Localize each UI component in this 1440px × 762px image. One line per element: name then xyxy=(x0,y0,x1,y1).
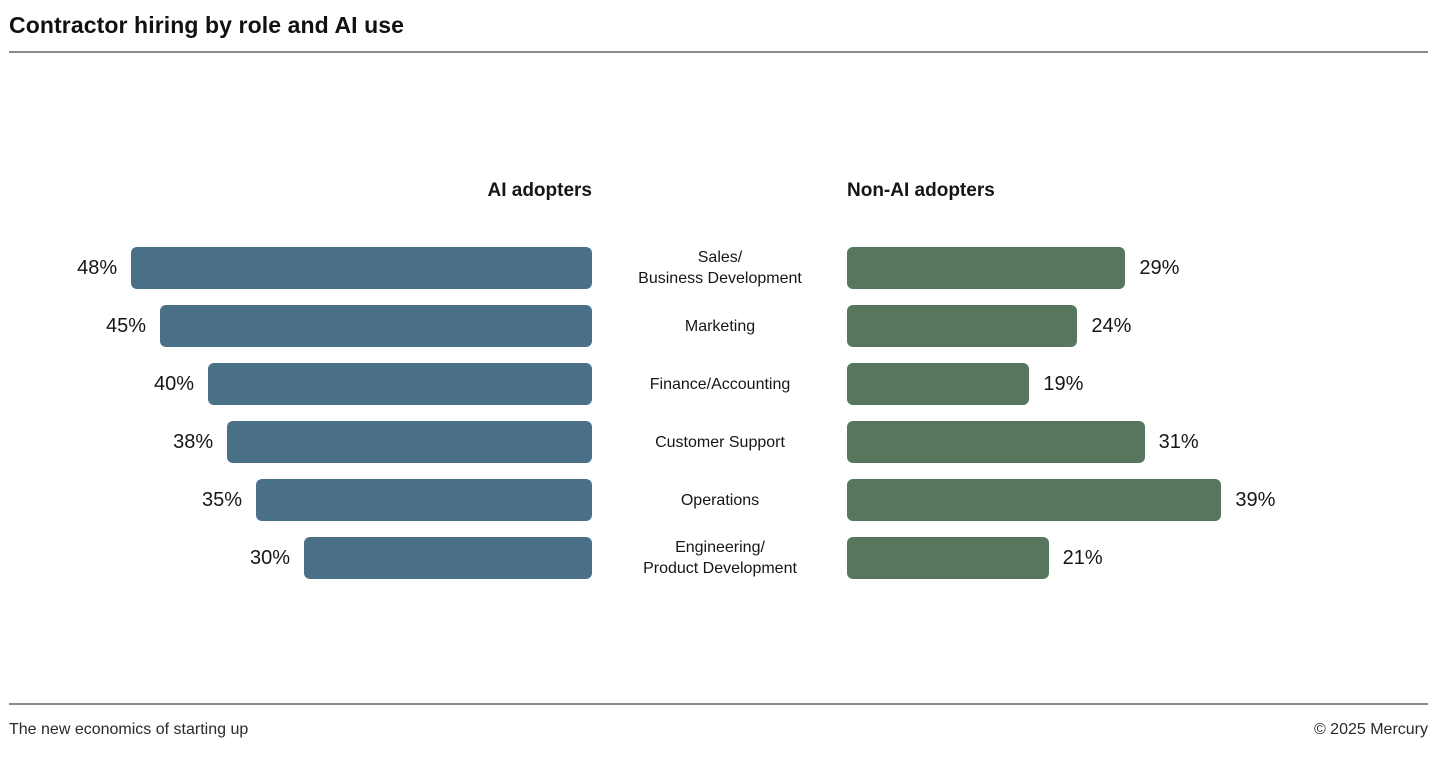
ai-bar-group: 45% xyxy=(0,305,592,347)
ai-value-label: 45% xyxy=(105,314,146,337)
chart-row: 40% Finance/Accounting 19% xyxy=(0,363,1440,405)
ai-bar-group: 30% xyxy=(0,537,592,579)
chart-row: 30% Engineering/ Product Development 21% xyxy=(0,537,1440,579)
top-divider xyxy=(9,51,1428,53)
chart-rows: 48% Sales/ Business Development 29% 45% … xyxy=(0,247,1440,595)
row-category-label: Finance/Accounting xyxy=(649,375,791,393)
bottom-divider xyxy=(9,703,1428,705)
non-ai-bar xyxy=(847,537,1049,579)
ai-bar xyxy=(208,363,592,405)
ai-bar xyxy=(256,479,592,521)
ai-bar-group: 48% xyxy=(0,247,592,289)
non-ai-bar-group: 24% xyxy=(847,305,1440,347)
ai-bar-group: 35% xyxy=(0,479,592,521)
row-category-label: Sales/ Business Development xyxy=(638,249,802,287)
non-ai-bar xyxy=(847,479,1222,521)
row-category-label: Engineering/ Product Development xyxy=(643,539,797,577)
ai-value-label: 30% xyxy=(249,546,290,569)
non-ai-bar-group: 31% xyxy=(847,421,1440,463)
non-ai-value-label: 19% xyxy=(1043,372,1084,395)
non-ai-bar-group: 19% xyxy=(847,363,1440,405)
ai-bar-group: 38% xyxy=(0,421,592,463)
non-ai-value-label: 29% xyxy=(1139,256,1180,279)
footer-caption: The new economics of starting up xyxy=(9,721,249,738)
non-ai-value-label: 31% xyxy=(1158,430,1199,453)
footer-copyright: © 2025 Mercury xyxy=(1313,721,1428,738)
column-header-non-ai-adopters: Non-AI adopters xyxy=(847,180,995,201)
column-header-ai-adopters: AI adopters xyxy=(487,180,592,201)
non-ai-value-label: 24% xyxy=(1091,314,1132,337)
ai-value-label: 38% xyxy=(173,430,214,453)
non-ai-bar-group: 39% xyxy=(847,479,1440,521)
non-ai-bar xyxy=(847,247,1126,289)
chart-row: 35% Operations 39% xyxy=(0,479,1440,521)
non-ai-bar xyxy=(847,305,1078,347)
chart-row: 38% Customer Support 31% xyxy=(0,421,1440,463)
chart-row: 48% Sales/ Business Development 29% xyxy=(0,247,1440,289)
non-ai-value-label: 39% xyxy=(1235,488,1276,511)
ai-bar-group: 40% xyxy=(0,363,592,405)
non-ai-bar-group: 21% xyxy=(847,537,1440,579)
ai-value-label: 40% xyxy=(153,372,194,395)
row-category-label: Marketing xyxy=(684,317,756,335)
ai-value-label: 35% xyxy=(201,488,242,511)
ai-bar xyxy=(227,421,592,463)
non-ai-bar xyxy=(847,363,1030,405)
non-ai-bar-group: 29% xyxy=(847,247,1440,289)
row-category-label: Operations xyxy=(680,491,760,509)
ai-bar xyxy=(304,537,592,579)
ai-value-label: 48% xyxy=(77,256,118,279)
ai-bar xyxy=(160,305,592,347)
ai-bar xyxy=(131,247,592,289)
chart-row: 45% Marketing 24% xyxy=(0,305,1440,347)
non-ai-bar xyxy=(847,421,1145,463)
non-ai-value-label: 21% xyxy=(1062,546,1103,569)
chart-title: Contractor hiring by role and AI use xyxy=(9,12,405,38)
row-category-label: Customer Support xyxy=(655,433,785,451)
